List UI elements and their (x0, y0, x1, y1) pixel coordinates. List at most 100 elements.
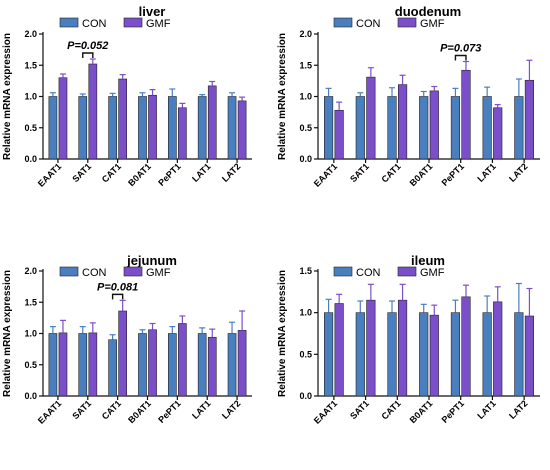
y-tick-label: 1.5 (24, 297, 37, 307)
p-value-label: P=0.073 (440, 43, 481, 55)
y-tick-label: 0.5 (299, 349, 312, 359)
legend-label-gmf: GMF (146, 267, 171, 279)
y-axis-label: Relative mRNA expression (277, 33, 288, 160)
category-label: B0AT1 (126, 161, 153, 188)
y-tick-label: 2.0 (299, 29, 312, 39)
y-tick-label: 0.0 (299, 154, 312, 164)
category-label: EAAT1 (36, 398, 63, 425)
bar-gmf-cat1 (397, 299, 408, 397)
y-tick-label: 1.5 (299, 266, 312, 276)
legend-label-con: CON (82, 267, 107, 279)
bar-con-lat2 (514, 96, 524, 160)
category-label: LAT2 (507, 398, 530, 421)
legend-label-con: CON (356, 18, 381, 30)
y-axis-label: Relative mRNA expression (2, 270, 13, 397)
bar-gmf-b0at1 (148, 329, 157, 397)
category-label: B0AT1 (126, 398, 153, 425)
bar-gmf-lat1 (207, 336, 217, 397)
legend-swatch-con (59, 266, 79, 277)
bar-gmf-b0at1 (148, 94, 157, 160)
bar-gmf-sat1 (366, 76, 376, 160)
category-label: LAT1 (475, 161, 498, 184)
y-tick-label: 2.0 (24, 266, 37, 276)
bar-gmf-lat2 (524, 79, 535, 160)
panel-title: ileum (411, 253, 445, 268)
category-label: CAT1 (379, 161, 402, 184)
bar-con-lat2 (227, 96, 237, 160)
bar-gmf-pept1 (461, 296, 471, 397)
y-axis-label: Relative mRNA expression (277, 270, 288, 397)
category-label: PePT1 (440, 161, 467, 188)
bar-con-lat1 (482, 96, 492, 160)
bar-gmf-b0at1 (429, 90, 439, 160)
bar-gmf-pept1 (178, 323, 187, 397)
category-label: SAT1 (348, 398, 371, 421)
bar-gmf-lat2 (237, 330, 247, 397)
legend-swatch-gmf (397, 17, 417, 28)
bar-con-lat1 (197, 96, 207, 160)
y-tick-label: 1.0 (24, 329, 37, 339)
bar-con-pept1 (450, 96, 461, 160)
panel-liver: liver Relative mRNA expression 0.0 0.5 1.0 1.… (2, 4, 252, 189)
bar-con-b0at1 (138, 333, 147, 397)
legend-swatch-con (59, 17, 79, 28)
legend-label-con: CON (82, 18, 107, 30)
significance-bracket (111, 293, 124, 300)
bar-gmf-lat1 (207, 85, 217, 160)
category-label: LAT1 (190, 161, 213, 184)
p-value-label: P=0.081 (97, 281, 138, 293)
y-axis-label: Relative mRNA expression (2, 33, 13, 160)
bar-con-sat1 (78, 333, 88, 397)
bar-gmf-b0at1 (429, 314, 439, 397)
category-label: SAT1 (348, 161, 371, 184)
bar-con-eaat1 (48, 96, 58, 160)
category-label: B0AT1 (408, 398, 435, 425)
category-label: EAAT1 (312, 398, 339, 425)
legend-label-gmf: GMF (420, 18, 445, 30)
bar-gmf-eaat1 (334, 109, 344, 160)
bar-con-cat1 (387, 96, 397, 160)
legend-label-con: CON (356, 267, 381, 279)
bar-gmf-pept1 (178, 107, 187, 160)
bar-con-lat1 (482, 312, 492, 397)
y-tick-label: 1.5 (299, 60, 312, 70)
legend-swatch-gmf (123, 17, 143, 28)
bar-gmf-cat1 (397, 84, 408, 160)
bar-gmf-pept1 (461, 69, 471, 160)
y-tick-label: 0.5 (24, 123, 37, 133)
bar-gmf-cat1 (118, 78, 128, 160)
bar-con-pept1 (167, 333, 177, 397)
bar-con-b0at1 (419, 96, 429, 160)
bar-con-cat1 (108, 339, 117, 397)
y-tick-label: 1.0 (299, 92, 312, 102)
bar-gmf-cat1 (118, 310, 128, 397)
category-label: PePT1 (156, 161, 183, 188)
panel-title: duodenum (395, 4, 461, 19)
legend-swatch-con (333, 17, 353, 28)
bar-gmf-lat1 (493, 107, 503, 160)
category-label: SAT1 (70, 161, 93, 184)
bar-con-sat1 (78, 96, 88, 160)
bar-gmf-eaat1 (58, 77, 68, 160)
bar-gmf-sat1 (88, 63, 98, 160)
panel-title: liver (139, 4, 166, 19)
bar-gmf-lat2 (237, 100, 247, 160)
category-label: LAT2 (507, 161, 530, 184)
bar-gmf-eaat1 (334, 303, 344, 397)
category-label: CAT1 (100, 398, 123, 421)
y-tick-label: 0.0 (24, 154, 37, 164)
bar-con-cat1 (108, 96, 117, 160)
bar-con-b0at1 (419, 312, 429, 397)
category-label: EAAT1 (36, 161, 63, 188)
bar-con-b0at1 (138, 96, 147, 160)
y-tick-label: 2.0 (24, 29, 37, 39)
panel-jejunum: jejunum Relative mRNA expression 0.0 0.5 1.0… (2, 253, 252, 426)
panel-ileum: ileum Relative mRNA expression 0.0 0.5 1.0 1.… (277, 253, 540, 426)
y-tick-label: 1.0 (299, 308, 312, 318)
legend-label-gmf: GMF (420, 267, 445, 279)
bar-con-lat1 (197, 333, 207, 397)
category-label: SAT1 (70, 398, 93, 421)
category-label: EAAT1 (312, 161, 339, 188)
category-label: LAT1 (190, 398, 213, 421)
